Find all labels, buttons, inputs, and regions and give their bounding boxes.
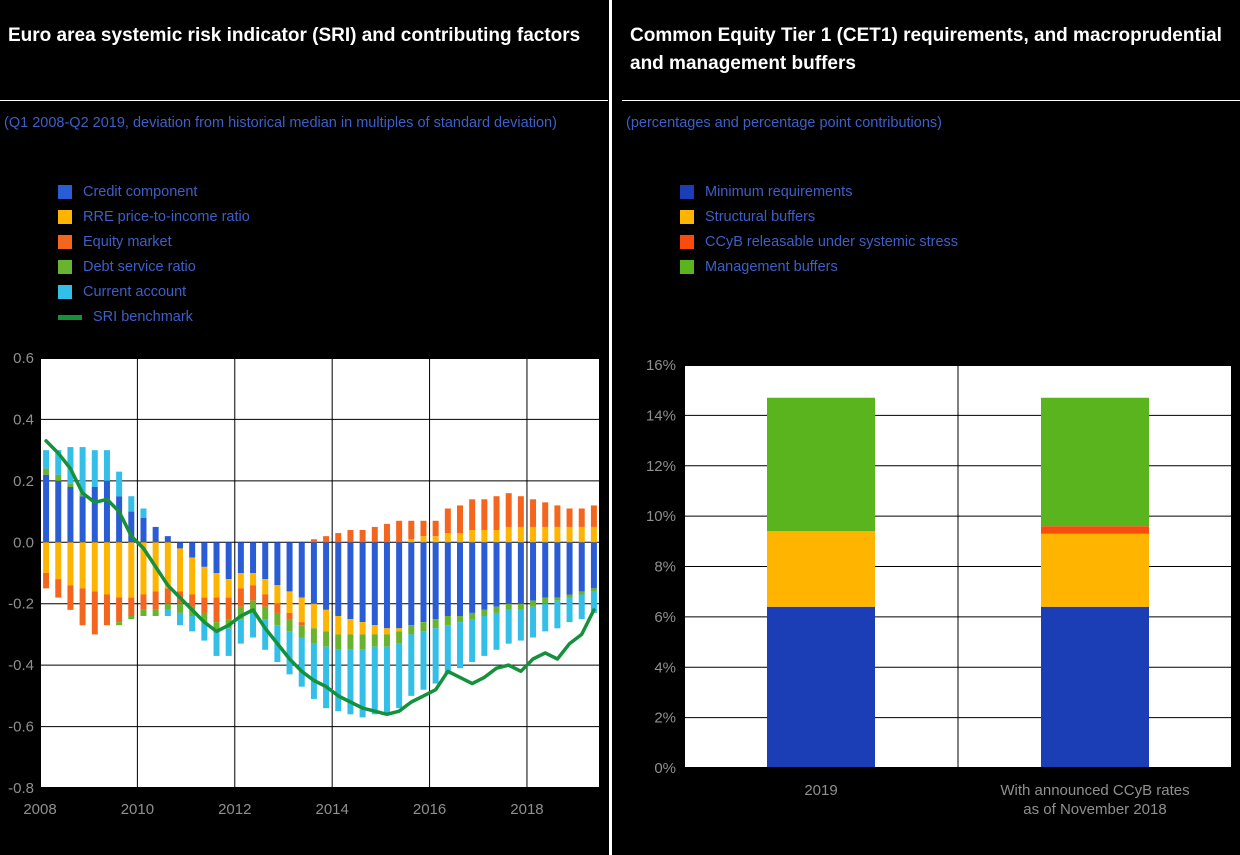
- legend-item: Equity market: [58, 234, 250, 250]
- title-divider-right: [622, 100, 1240, 101]
- legend-label: Structural buffers: [705, 209, 816, 225]
- svg-text:0.6: 0.6: [13, 350, 34, 367]
- page-title-right: Common Equity Tier 1 (CET1) requirements…: [630, 25, 1222, 74]
- legend-label: CCyB releasable under systemic stress: [705, 234, 959, 250]
- subtitle-right: (percentages and percentage point contri…: [626, 115, 942, 131]
- swatch-icon: [58, 210, 72, 224]
- stacked-bars: [43, 447, 597, 718]
- svg-text:14%: 14%: [646, 407, 676, 424]
- panel-divider: [609, 0, 612, 855]
- svg-text:2012: 2012: [218, 801, 251, 818]
- svg-text:2014: 2014: [315, 801, 348, 818]
- svg-text:0%: 0%: [654, 760, 676, 777]
- svg-text:-0.4: -0.4: [8, 657, 34, 674]
- legend-label: Management buffers: [705, 259, 838, 275]
- swatch-icon: [58, 285, 72, 299]
- svg-text:16%: 16%: [646, 357, 676, 374]
- svg-text:2008: 2008: [23, 801, 56, 818]
- swatch-icon: [58, 185, 72, 199]
- swatch-icon: [680, 210, 694, 224]
- svg-text:8%: 8%: [654, 559, 676, 576]
- svg-text:6%: 6%: [654, 609, 676, 626]
- legend-item: Structural buffers: [680, 209, 958, 225]
- swatch-icon: [58, 235, 72, 249]
- legend-right: Minimum requirements Structural buffers CC…: [680, 184, 958, 275]
- svg-text:0.2: 0.2: [13, 473, 34, 490]
- svg-text:0.0: 0.0: [13, 534, 34, 551]
- svg-text:2016: 2016: [413, 801, 446, 818]
- swatch-icon: [680, 185, 694, 199]
- legend-label: Current account: [83, 284, 187, 300]
- svg-text:-0.2: -0.2: [8, 596, 34, 613]
- title-divider-left: [0, 100, 608, 101]
- legend-item: CCyB releasable under systemic stress: [680, 234, 958, 250]
- legend-label: Minimum requirements: [705, 184, 853, 200]
- sri-chart-canvas: 0.6 0.4 0.2 0.0 -0.2 -0.4 -0.6 -0.8 2008 2010 2012…: [8, 350, 601, 818]
- legend-label: Equity market: [83, 234, 172, 250]
- line-marker-icon: [58, 314, 82, 320]
- swatch-icon: [680, 260, 694, 274]
- svg-text:-0.8: -0.8: [8, 780, 34, 797]
- svg-text:2%: 2%: [654, 710, 676, 727]
- legend-item: Management buffers: [680, 259, 958, 275]
- stacked-bars: [767, 397, 1149, 768]
- legend-item: SRI benchmark: [58, 309, 250, 325]
- legend-left: Credit component RRE price-to-income rati…: [58, 184, 250, 325]
- cet1-chart: 0% 2% 4% 6% 8% 10% 12% 14% 16% 2019 With announced…: [622, 348, 1240, 843]
- legend-item: Minimum requirements: [680, 184, 958, 200]
- cet1-panel: Common Equity Tier 1 (CET1) requirements…: [622, 0, 1240, 855]
- axis-labels: 0.6 0.4 0.2 0.0 -0.2 -0.4 -0.6 -0.8 2008 2010 2012…: [8, 350, 544, 818]
- legend-label: Credit component: [83, 184, 198, 200]
- legend-label: Debt service ratio: [83, 259, 196, 275]
- legend-label: RRE price-to-income ratio: [83, 209, 250, 225]
- sri-panel: Euro area systemic risk indicator (SRI) …: [0, 0, 608, 855]
- svg-text:10%: 10%: [646, 508, 676, 525]
- axis-labels: 0% 2% 4% 6% 8% 10% 12% 14% 16% 2019 With announced…: [646, 357, 1190, 818]
- svg-text:2010: 2010: [121, 801, 154, 818]
- swatch-icon: [58, 260, 72, 274]
- gridlines: [40, 357, 600, 789]
- legend-item: Credit component: [58, 184, 250, 200]
- svg-text:4%: 4%: [654, 659, 676, 676]
- svg-text:2019: 2019: [804, 782, 837, 799]
- legend-item: RRE price-to-income ratio: [58, 209, 250, 225]
- svg-text:12%: 12%: [646, 458, 676, 475]
- cet1-chart-canvas: 0% 2% 4% 6% 8% 10% 12% 14% 16% 2019 With announced…: [646, 357, 1233, 818]
- legend-item: Debt service ratio: [58, 259, 250, 275]
- svg-text:as of November 2018: as of November 2018: [1023, 801, 1166, 818]
- sri-benchmark-line: [44, 439, 596, 717]
- legend-item: Current account: [58, 284, 250, 300]
- svg-text:-0.6: -0.6: [8, 719, 34, 736]
- svg-text:With announced CCyB rates: With announced CCyB rates: [1000, 782, 1189, 799]
- sri-chart: 0.6 0.4 0.2 0.0 -0.2 -0.4 -0.6 -0.8 2008 2010 2012…: [0, 348, 608, 848]
- legend-label: SRI benchmark: [93, 309, 193, 325]
- svg-text:2018: 2018: [510, 801, 543, 818]
- page-title-left: Euro area systemic risk indicator (SRI) …: [8, 25, 581, 46]
- svg-text:0.4: 0.4: [13, 411, 34, 428]
- subtitle-left: (Q1 2008-Q2 2019, deviation from histori…: [4, 115, 557, 131]
- swatch-icon: [680, 235, 694, 249]
